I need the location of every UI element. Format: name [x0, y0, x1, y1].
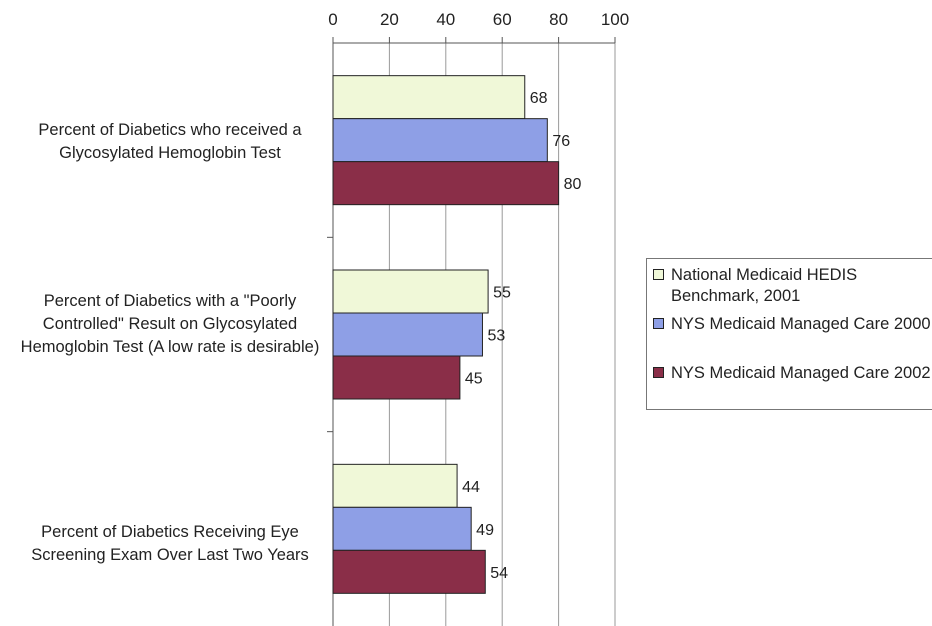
x-tick-label-100: 100: [601, 10, 629, 29]
x-tick-label-60: 60: [493, 10, 512, 29]
category-label-2: Percent of Diabetics with a "Poorly Cont…: [20, 292, 320, 356]
legend-label-3: NYS Medicaid Managed Care 2002: [671, 364, 931, 382]
legend-swatch-1: [653, 269, 664, 280]
value-label-2-series-2: 53: [487, 328, 505, 345]
category-label-3: Percent of Diabetics Receiving Eye Scree…: [31, 523, 309, 564]
bar-3-series-3: [332, 549, 486, 594]
value-label-1-series-1: 68: [530, 90, 548, 107]
legend: National Medicaid HEDIS Benchmark, 2001 …: [646, 258, 932, 410]
value-label-1-series-2: 76: [552, 133, 570, 150]
x-tick-label-40: 40: [436, 10, 455, 29]
bar-1-series-2: [332, 118, 548, 163]
legend-swatch-2: [653, 318, 664, 329]
x-tick-label-80: 80: [549, 10, 568, 29]
value-label-3-series-2: 49: [476, 522, 494, 539]
bar-3-series-2: [332, 506, 472, 551]
bar-2-series-3: [332, 355, 461, 400]
bar-1-series-3: [332, 161, 560, 206]
legend-label-2: NYS Medicaid Managed Care 2000: [671, 315, 931, 333]
bar-1-series-1: [332, 75, 526, 120]
value-label-2-series-1: 55: [493, 285, 511, 302]
value-label-1-series-3: 80: [564, 176, 582, 193]
category-label-1: Percent of Diabetics who received a Glyc…: [38, 121, 302, 162]
value-label-2-series-3: 45: [465, 371, 483, 388]
bar-2-series-2: [332, 312, 483, 357]
bar-2-series-1: [332, 269, 489, 314]
bar-3-series-1: [332, 463, 458, 508]
legend-label-1: National Medicaid HEDIS Benchmark, 2001: [671, 266, 858, 305]
value-label-3-series-1: 44: [462, 479, 480, 496]
value-label-3-series-3: 54: [490, 565, 508, 582]
legend-swatch-3: [653, 367, 664, 378]
x-tick-label-20: 20: [380, 10, 399, 29]
x-tick-label-0: 0: [328, 10, 337, 29]
